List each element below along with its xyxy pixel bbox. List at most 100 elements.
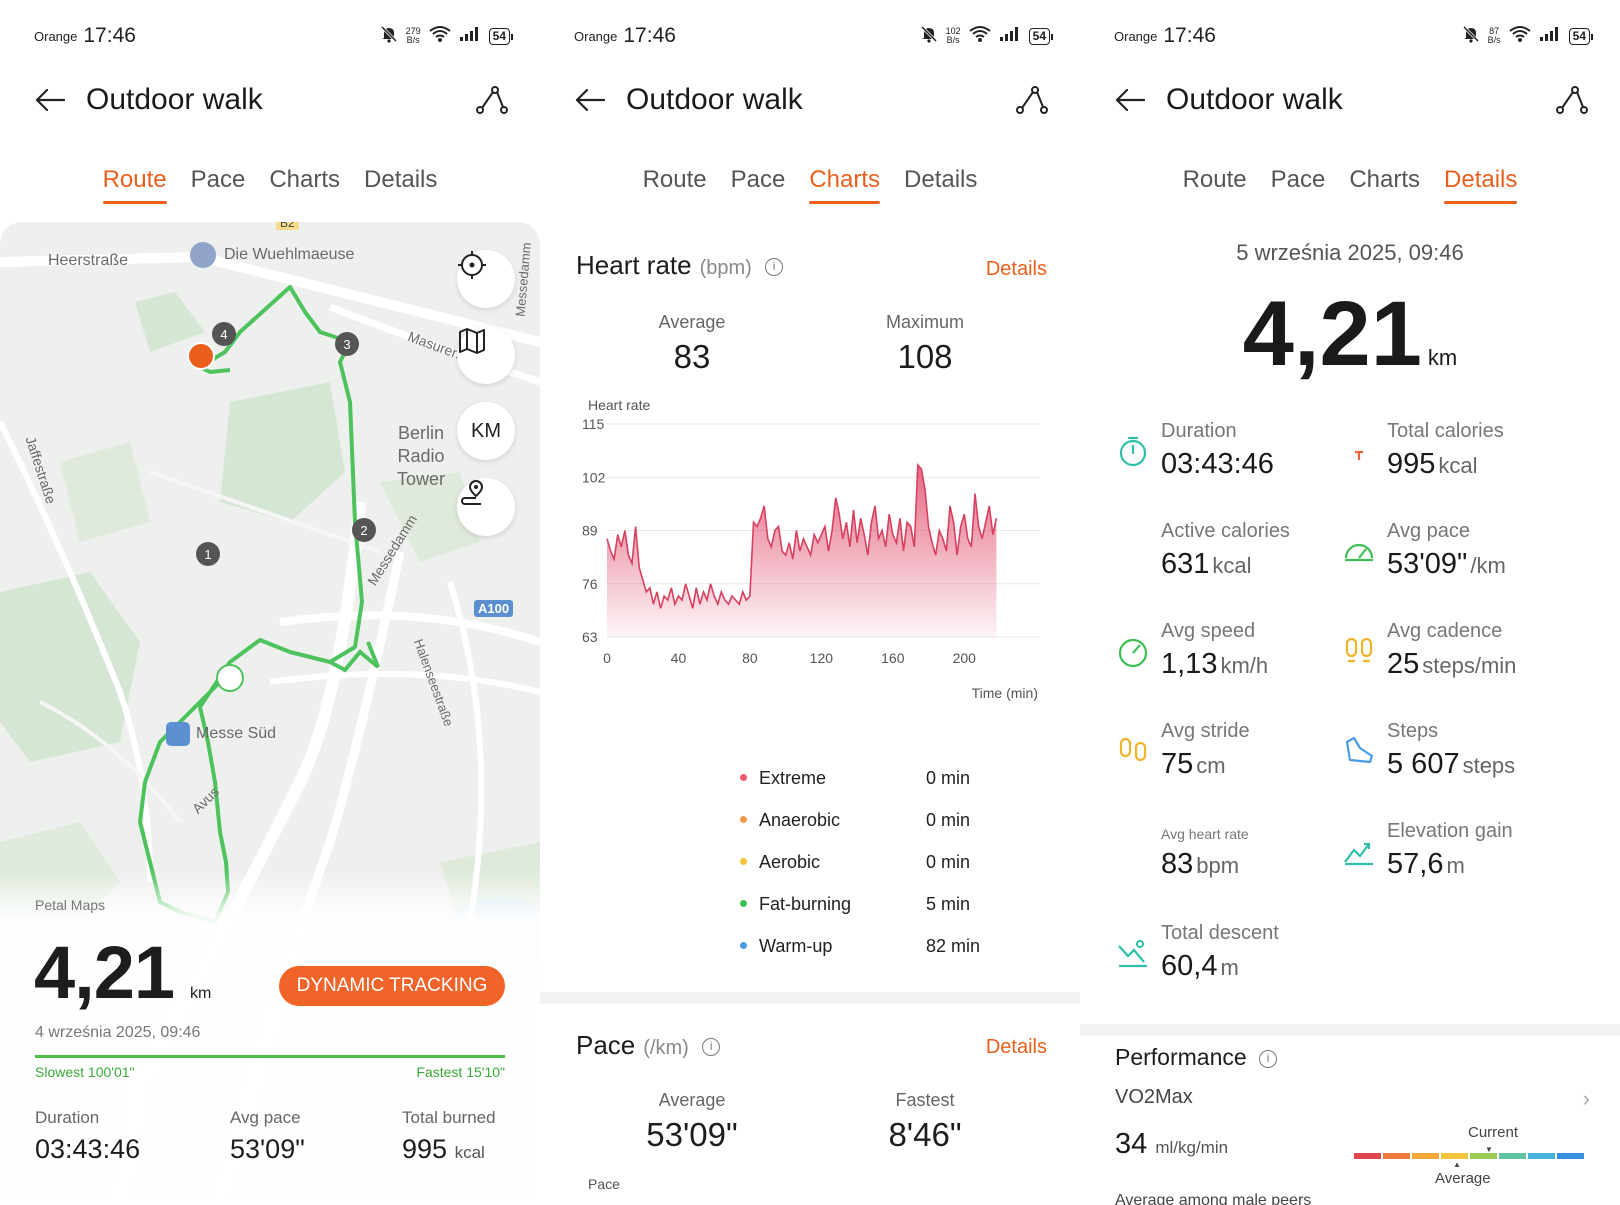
hr-y-tick: 115 — [582, 416, 605, 432]
tab-route[interactable]: Route — [102, 166, 167, 204]
route-marker-2[interactable]: 2 — [352, 518, 376, 542]
heart-rate-title: Heart rate (bpm) i — [576, 250, 784, 281]
vo2max-value: 34 ml/kg/min — [1115, 1128, 1229, 1160]
route-share-button[interactable] — [1012, 80, 1052, 120]
workout-date: 5 września 2025, 09:46 — [1236, 240, 1464, 265]
info-icon[interactable]: i — [1259, 1049, 1278, 1068]
details-screen: Orange 17:46 87 B/s 54 Outdoor walk — [1080, 0, 1620, 1205]
descent-icon — [1118, 940, 1147, 968]
tab-details[interactable]: Details — [904, 166, 978, 193]
zone-color-dot — [740, 857, 747, 865]
tab-details[interactable]: Details — [1444, 166, 1518, 204]
info-icon[interactable]: i — [702, 1038, 721, 1057]
locate-button[interactable] — [457, 250, 515, 308]
hr-x-tick: 80 — [742, 650, 758, 666]
route-icon — [476, 86, 508, 114]
pace-average-label: Average — [658, 1090, 726, 1110]
route-share-button[interactable] — [1552, 80, 1592, 120]
hr-x-tick: 160 — [881, 650, 905, 666]
km-markers-button[interactable]: KM — [457, 402, 515, 460]
total-calories-icon — [1355, 450, 1363, 460]
hr-maximum-label: Maximum — [885, 312, 964, 332]
signal-icon — [1539, 26, 1561, 47]
hr-zone-fat-burning: Fat-burning — [740, 894, 851, 915]
metric-avg-cadence: Avg cadence 25 steps/min — [1342, 620, 1572, 690]
tab-charts[interactable]: Charts — [269, 166, 341, 193]
elevation-gain-icon — [1344, 842, 1373, 866]
mute-icon — [1462, 25, 1480, 48]
pace-average-value: 53'09" — [646, 1116, 738, 1153]
metric-label: Avg stride — [1161, 720, 1250, 742]
carrier: Orange — [574, 28, 618, 44]
wifi-icon — [1509, 25, 1531, 48]
tab-route[interactable]: Route — [1182, 166, 1247, 193]
pace-fastest-label: Fastest — [895, 1090, 955, 1110]
hr-maximum-value: 108 — [897, 338, 953, 375]
route-marker-3[interactable]: 3 — [335, 332, 359, 356]
vo2max-scale — [1354, 1153, 1584, 1159]
metric-value: 25 steps/min — [1387, 648, 1517, 680]
route-icon — [1556, 86, 1588, 114]
hr-y-tick: 102 — [582, 469, 606, 485]
hr-x-tick: 0 — [603, 650, 611, 666]
heart-icon — [1116, 834, 1150, 868]
workout-date: 4 września 2025, 09:46 — [35, 1024, 201, 1041]
app-header: Outdoor walk — [32, 78, 512, 122]
back-button[interactable] — [1112, 82, 1148, 118]
pace-details-link[interactable]: Details — [985, 1036, 1047, 1058]
hr-average-value: 83 — [673, 338, 711, 375]
tab-charts[interactable]: Charts — [1349, 166, 1421, 193]
total-burned-label: Total burned — [402, 1108, 496, 1127]
vo2max-current-label: Current — [1468, 1124, 1519, 1141]
average-marker-icon: ▲ — [1453, 1160, 1461, 1169]
signal-icon — [999, 26, 1021, 47]
hr-zone-warm-up: Warm-up — [740, 936, 832, 957]
back-button[interactable] — [32, 82, 68, 118]
footprints-icon — [1345, 637, 1373, 663]
tab-bar: Route Pace Charts Details — [1080, 166, 1620, 204]
start-walker-icon — [216, 664, 244, 692]
back-arrow-icon — [575, 88, 605, 112]
carrier: Orange — [34, 28, 78, 44]
metric-elevation-gain: Elevation gain 57,6 m — [1342, 820, 1572, 890]
dynamic-tracking-button[interactable]: DYNAMIC TRACKING — [279, 966, 505, 1006]
wifi-icon — [429, 25, 451, 48]
hr-zone-value: 0 min — [926, 768, 971, 788]
app-header: Outdoor walk — [1112, 78, 1592, 122]
heart-rate-details-link[interactable]: Details — [985, 258, 1047, 280]
route-share-button[interactable] — [472, 80, 512, 120]
chevron-right-icon[interactable]: › — [1582, 1086, 1590, 1111]
slowest-pace: Slowest 100'01" — [35, 1064, 135, 1080]
route-marker-1[interactable]: 1 — [196, 542, 220, 566]
status-bar: Orange 17:46 102 B/s 54 — [574, 22, 1054, 50]
metric-label: Elevation gain — [1387, 820, 1513, 842]
tab-pace[interactable]: Pace — [730, 166, 786, 193]
tab-pace[interactable]: Pace — [190, 166, 246, 193]
route-pin-icon — [461, 479, 484, 505]
speed-gauge-icon — [1118, 638, 1148, 668]
route-replay-button[interactable] — [457, 478, 515, 536]
hr-zone-value: 82 min — [926, 936, 981, 956]
metric-label: Avg cadence — [1387, 620, 1503, 642]
heart-rate-chart: Heart rate 63 76 89 102 115 0 40 80 120 160 200 Ti… — [582, 397, 1040, 701]
tab-pace[interactable]: Pace — [1270, 166, 1326, 193]
back-button[interactable] — [572, 82, 608, 118]
wifi-icon — [969, 25, 991, 48]
route-marker-4[interactable]: 4 — [212, 322, 236, 346]
hr-zone-aerobic: Aerobic — [740, 852, 820, 873]
avg-pace-label: Avg pace — [230, 1108, 301, 1127]
status-bar: Orange 17:46 279 B/s 54 — [34, 22, 514, 50]
battery-indicator: 54 — [488, 27, 514, 45]
hr-x-tick: 120 — [810, 650, 834, 666]
info-icon[interactable]: i — [765, 258, 784, 277]
hr-zone-value: 0 min — [926, 810, 971, 830]
tab-details[interactable]: Details — [364, 166, 438, 193]
metric-label: Total descent — [1161, 922, 1279, 944]
tab-charts[interactable]: Charts — [809, 166, 880, 204]
route-icon — [1016, 86, 1048, 114]
tab-route[interactable]: Route — [642, 166, 707, 193]
page-title: Outdoor walk — [626, 83, 803, 116]
metric-value: 53'09"/km — [1387, 548, 1506, 580]
map-layer-button[interactable] — [457, 326, 515, 384]
page-title: Outdoor walk — [1166, 83, 1343, 116]
